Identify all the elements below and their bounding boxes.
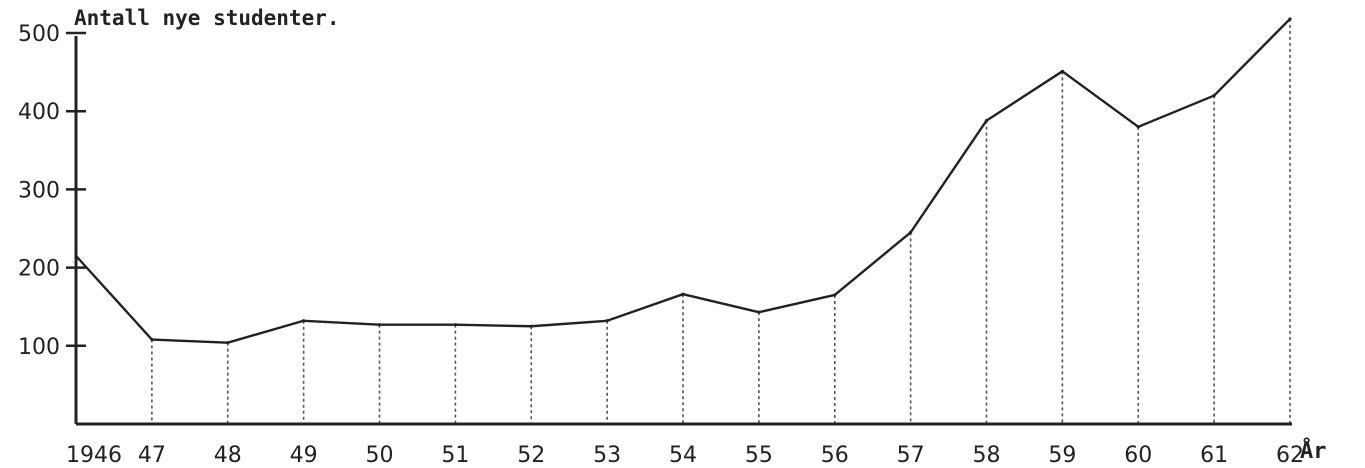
data-point [909, 230, 913, 235]
x-tick-label: 57 [897, 443, 925, 468]
data-point [605, 319, 609, 323]
data-point [1060, 69, 1064, 73]
data-points [74, 17, 1292, 345]
y-tick-label: 400 [18, 100, 60, 125]
x-tick-label: 49 [290, 443, 318, 468]
x-axis-title: År [1300, 438, 1327, 464]
data-point [757, 310, 761, 314]
x-tick-label: 50 [366, 443, 394, 468]
data-point [1136, 125, 1140, 129]
x-tick-label: 58 [973, 443, 1001, 468]
data-point [150, 337, 154, 342]
data-point [833, 293, 837, 297]
y-tick-label: 200 [18, 257, 60, 282]
x-tick-label: 55 [745, 443, 773, 468]
drop-lines [151, 18, 1291, 424]
y-axis-title: Antall nye studenter. [74, 6, 340, 30]
x-tick-label: 59 [1048, 443, 1076, 468]
y-tick-label: 100 [18, 335, 60, 360]
data-point [302, 319, 306, 323]
x-tick-label: 47 [138, 443, 166, 468]
x-tick-label: 56 [821, 443, 849, 468]
data-point [984, 118, 989, 123]
y-tick-label: 300 [18, 178, 60, 203]
x-tick-label: 1946 [66, 443, 122, 468]
data-point [453, 323, 457, 327]
data-point [1288, 17, 1292, 21]
x-tick-label: 60 [1124, 443, 1152, 468]
x-tick-label: 62 [1276, 443, 1304, 468]
x-tick-label: 48 [214, 443, 242, 468]
data-point [226, 341, 230, 345]
y-tick-label: 500 [18, 22, 60, 47]
x-tick-label: 53 [593, 443, 621, 468]
x-tick-label: 54 [669, 443, 697, 468]
y-ticks: 100 200 300 400 500 [18, 22, 86, 360]
x-tick-label: 51 [441, 443, 469, 468]
data-point [74, 254, 78, 258]
x-ticks: 1946 47 48 49 50 51 52 53 54 55 56 57 58 59 60 61 62 [66, 443, 1304, 468]
data-point [529, 324, 533, 328]
data-point [377, 323, 382, 327]
x-tick-label: 61 [1200, 443, 1228, 468]
x-tick-label: 52 [517, 443, 545, 468]
data-point [1212, 93, 1216, 98]
data-point [681, 292, 685, 296]
